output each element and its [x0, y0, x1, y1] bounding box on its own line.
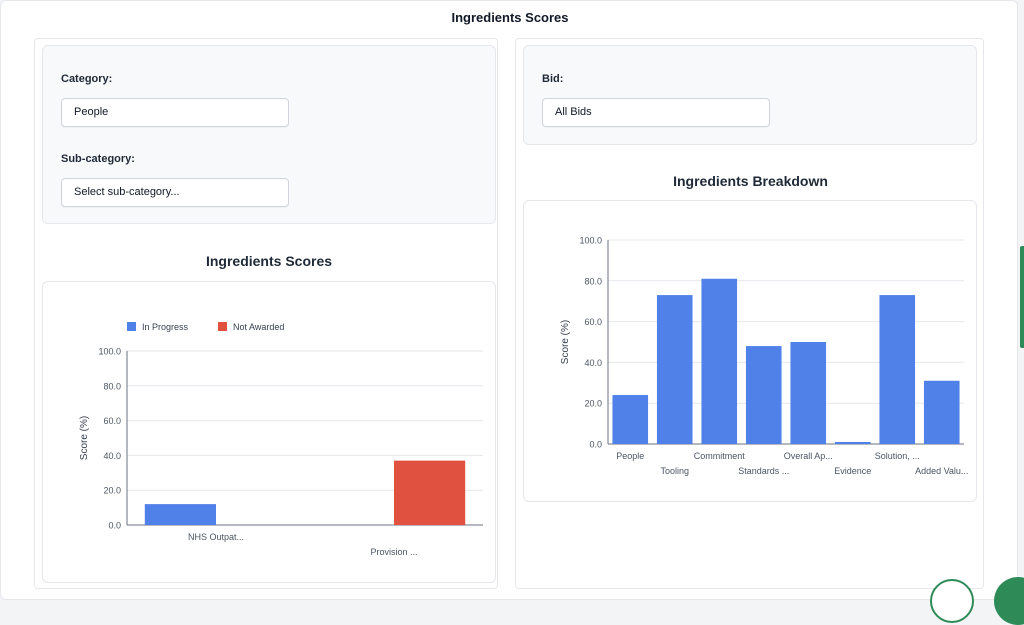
y-axis-label: Score (%)	[79, 416, 90, 460]
left-panel: Category: People Sub-category: Select su…	[34, 38, 498, 589]
bar	[790, 342, 827, 444]
category-label: Category:	[61, 73, 113, 85]
scores-chart-title: Ingredients Scores	[205, 253, 333, 269]
y-tick-label: 20.0	[103, 486, 121, 496]
y-tick-label: 60.0	[103, 416, 121, 426]
legend-swatch	[127, 322, 136, 331]
x-tick-label: People	[616, 451, 644, 461]
x-tick-label: Overall Ap...	[784, 451, 833, 461]
x-tick-label: Commitment	[694, 451, 746, 461]
legend-swatch	[218, 322, 227, 331]
breakdown-chart-title: Ingredients Breakdown	[673, 173, 828, 189]
scores-chart: 0.0 20.0 40.0 60.0 80.0 100.0 Score (%) In Prog…	[79, 322, 483, 557]
help-button[interactable]	[930, 579, 974, 623]
filter-box-right: Bid: All Bids	[523, 45, 977, 145]
x-tick-label: Added Valu...	[915, 466, 968, 476]
right-panel: Bid: All Bids Ingredients Breakdown 0.0 2…	[515, 38, 984, 589]
y-tick-label: 0.0	[589, 440, 602, 450]
y-tick-label: 80.0	[584, 276, 602, 286]
bar	[701, 278, 738, 444]
bid-select[interactable]: All Bids	[542, 98, 770, 127]
filter-box-left: Category: People Sub-category: Select su…	[42, 45, 496, 224]
bar	[879, 295, 916, 444]
x-tick-label: Standards ...	[738, 466, 789, 476]
side-feedback-tab[interactable]	[1020, 246, 1024, 348]
legend-label: In Progress	[142, 322, 189, 332]
bar	[612, 395, 649, 444]
category-select[interactable]: People	[61, 98, 289, 127]
breakdown-chart-card: 0.0 20.0 40.0 60.0 80.0 100.0 Score (%) People T…	[523, 200, 977, 502]
dashboard-card: Ingredients Scores Category: People Sub-…	[0, 0, 1018, 600]
scores-chart-card: 0.0 20.0 40.0 60.0 80.0 100.0 Score (%) In Prog…	[42, 281, 496, 583]
subcategory-label: Sub-category:	[61, 153, 135, 165]
subcategory-select[interactable]: Select sub-category...	[61, 178, 289, 207]
bid-label: Bid:	[542, 73, 564, 85]
y-tick-label: 0.0	[108, 521, 121, 531]
y-tick-label: 40.0	[103, 451, 121, 461]
x-tick-label: Evidence	[834, 466, 871, 476]
x-tick-label: Provision ...	[370, 547, 417, 557]
bar	[745, 346, 782, 444]
x-tick-label: Solution, ...	[875, 451, 920, 461]
bar	[834, 441, 871, 444]
bar	[656, 295, 693, 444]
x-tick-label: NHS Outpat...	[188, 532, 244, 542]
breakdown-chart: 0.0 20.0 40.0 60.0 80.0 100.0 Score (%) People T…	[560, 236, 968, 477]
x-tick-label: Tooling	[660, 466, 689, 476]
y-tick-label: 40.0	[584, 358, 602, 368]
y-tick-label: 100.0	[579, 236, 602, 246]
y-tick-label: 60.0	[584, 317, 602, 327]
y-axis-label: Score (%)	[560, 320, 571, 364]
bar	[923, 380, 960, 444]
y-tick-label: 80.0	[103, 381, 121, 391]
y-tick-label: 20.0	[584, 399, 602, 409]
bar	[144, 504, 216, 525]
bar	[394, 460, 466, 525]
page-title: Ingredients Scores	[451, 10, 569, 25]
legend-label: Not Awarded	[233, 322, 284, 332]
y-tick-label: 100.0	[98, 347, 121, 357]
